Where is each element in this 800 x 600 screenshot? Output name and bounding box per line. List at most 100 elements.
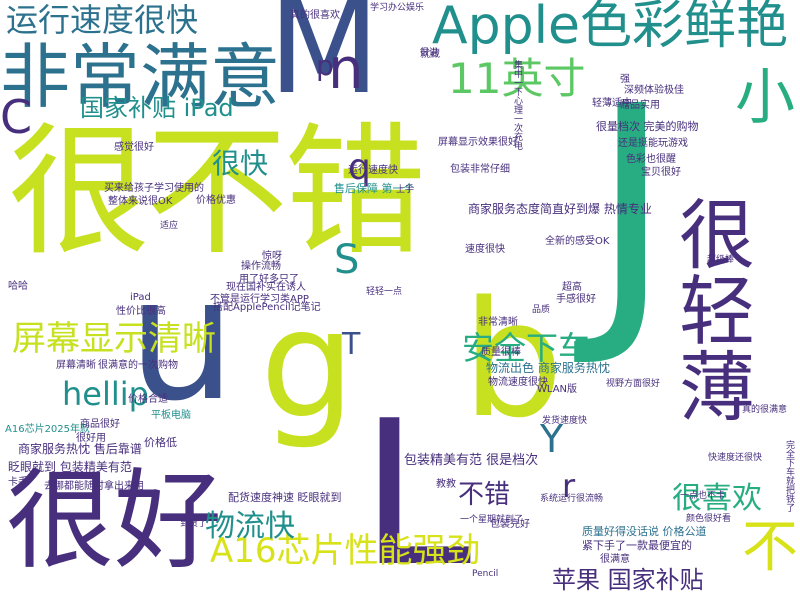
word: 非常清晰 bbox=[478, 317, 518, 328]
word: 真的很满意 bbox=[742, 405, 788, 415]
word: 苹果 国家补贴 bbox=[552, 566, 704, 594]
word: L bbox=[360, 378, 472, 600]
word: 上手 bbox=[396, 185, 415, 195]
word: 还是挺能玩游戏 bbox=[618, 138, 688, 149]
word: M bbox=[268, 0, 381, 123]
word: 很讲 bbox=[420, 48, 439, 58]
word: 现在国补实在诱人 bbox=[226, 282, 306, 293]
word: 到货了 bbox=[180, 519, 208, 529]
word: 快速度还很快 bbox=[708, 453, 763, 463]
word: 手感很好 bbox=[556, 294, 596, 305]
word: 国家补贴 iPad bbox=[80, 94, 234, 122]
word: p bbox=[316, 49, 334, 82]
word: iPad bbox=[130, 292, 151, 303]
word: Apple色彩鲜艳 bbox=[432, 0, 789, 56]
word: 一点也不卡 bbox=[680, 491, 726, 501]
word: 11英寸 bbox=[448, 54, 586, 103]
word: 学习办公娱乐 bbox=[370, 3, 425, 13]
word: 很快 bbox=[212, 147, 269, 180]
word: 很好 bbox=[6, 459, 223, 584]
word: 超高 bbox=[562, 282, 582, 293]
word: 平板电脑 bbox=[151, 410, 191, 421]
word: 搭配ApplePencil记笔记 bbox=[213, 302, 321, 313]
word: A16芯片2025年款 bbox=[5, 424, 91, 435]
word: 很不错 bbox=[8, 110, 426, 275]
word: 配货速度神速 眨眼就到 bbox=[228, 491, 342, 504]
word: 强 bbox=[620, 74, 630, 85]
word: 视野方面很好 bbox=[606, 379, 661, 389]
word: 物流快 bbox=[205, 509, 295, 544]
word: 操作流畅 bbox=[241, 261, 281, 272]
word: 轻轻一点 bbox=[366, 287, 403, 297]
word: 惊呀 bbox=[262, 251, 282, 262]
word: 价格低 bbox=[144, 436, 177, 449]
word: n bbox=[328, 37, 364, 102]
word: 商家服务热忱 售后靠谱 bbox=[18, 442, 142, 456]
word: 赠品实用 bbox=[620, 100, 660, 111]
word: 完全下车就把铁了 bbox=[784, 440, 794, 512]
word: Y bbox=[540, 417, 564, 461]
word: 很量档次 完美的购物 bbox=[596, 120, 699, 133]
word: 屏幕清晰 bbox=[56, 360, 96, 371]
word: A16芯片性能强劲 bbox=[210, 531, 481, 571]
word: 价格合适 bbox=[128, 394, 168, 405]
word: q bbox=[348, 147, 371, 188]
word: 很好用 bbox=[76, 433, 106, 444]
word: J bbox=[590, 47, 673, 373]
word: 屏幕显示清晰 bbox=[12, 319, 216, 359]
word: 真的很喜欢 bbox=[290, 10, 340, 21]
word: 运行速度很快 bbox=[6, 1, 199, 39]
word: 宝贝很好 bbox=[641, 167, 681, 178]
word: r bbox=[562, 467, 576, 505]
word: 哈哈 bbox=[8, 281, 28, 292]
word: 色彩也很醒 bbox=[626, 154, 676, 165]
word: 运行速度快 bbox=[348, 165, 398, 176]
word: u bbox=[128, 241, 236, 439]
word: 不 bbox=[742, 515, 798, 580]
word: 卡手 bbox=[8, 477, 28, 488]
word: 全新的感受OK bbox=[545, 236, 610, 247]
word: 屏幕显示效果很好 bbox=[438, 137, 518, 148]
word: 很满意 bbox=[600, 554, 630, 565]
word: 价格优惠 bbox=[196, 195, 236, 206]
word: b bbox=[462, 266, 564, 453]
word: 轻薄适中 bbox=[592, 98, 632, 109]
word: 一个星期就到了 bbox=[460, 515, 524, 525]
word: 很喜欢 bbox=[672, 481, 762, 516]
word: 售后保障 第一个 bbox=[334, 182, 415, 195]
word: C bbox=[0, 90, 33, 144]
word: g bbox=[260, 278, 356, 452]
word: 颜色很好看 bbox=[686, 514, 732, 524]
word: 集中一下心理一次充电 bbox=[512, 60, 522, 150]
word: 买来给孩子学习使用的 bbox=[104, 183, 204, 194]
word: 感觉很好 bbox=[114, 142, 154, 153]
word: 适应 bbox=[160, 221, 179, 231]
word: 用了好多只了 bbox=[239, 274, 299, 285]
word: 非常满意 bbox=[0, 36, 280, 118]
word: hellip bbox=[62, 375, 149, 413]
word: 性价比很高 bbox=[116, 306, 166, 317]
word: 教教 bbox=[436, 479, 456, 490]
word: 小 bbox=[735, 63, 795, 133]
word: 包装非常仔细 bbox=[450, 164, 510, 175]
word: WLAN版 bbox=[537, 384, 578, 395]
word: S bbox=[334, 237, 360, 283]
word: 深频体验极佳 bbox=[624, 85, 684, 96]
word: 不管是运行学习类APP bbox=[210, 294, 309, 305]
word: 安全下车 bbox=[462, 329, 591, 367]
word: 品质 bbox=[532, 305, 551, 315]
word: 就藏 bbox=[420, 49, 440, 60]
word: Pencil bbox=[472, 569, 499, 579]
word: 紧下手了一款最便宜的 bbox=[582, 539, 692, 552]
word: 不错 bbox=[458, 480, 511, 510]
word: 质量好得没话说 价格公道 bbox=[582, 525, 707, 538]
word: 超级棒 bbox=[707, 255, 735, 265]
word: 系统运行很流畅 bbox=[540, 494, 604, 504]
word: 商品很好 bbox=[80, 419, 120, 430]
word: 物流速度很快 bbox=[488, 377, 548, 388]
word: 很轻薄 bbox=[666, 195, 755, 423]
word: 去哪都能随时拿出来用 bbox=[44, 481, 144, 492]
word: 发货速度快 bbox=[542, 416, 588, 426]
word: 眨眼就到 包装精美有范 bbox=[8, 460, 132, 474]
